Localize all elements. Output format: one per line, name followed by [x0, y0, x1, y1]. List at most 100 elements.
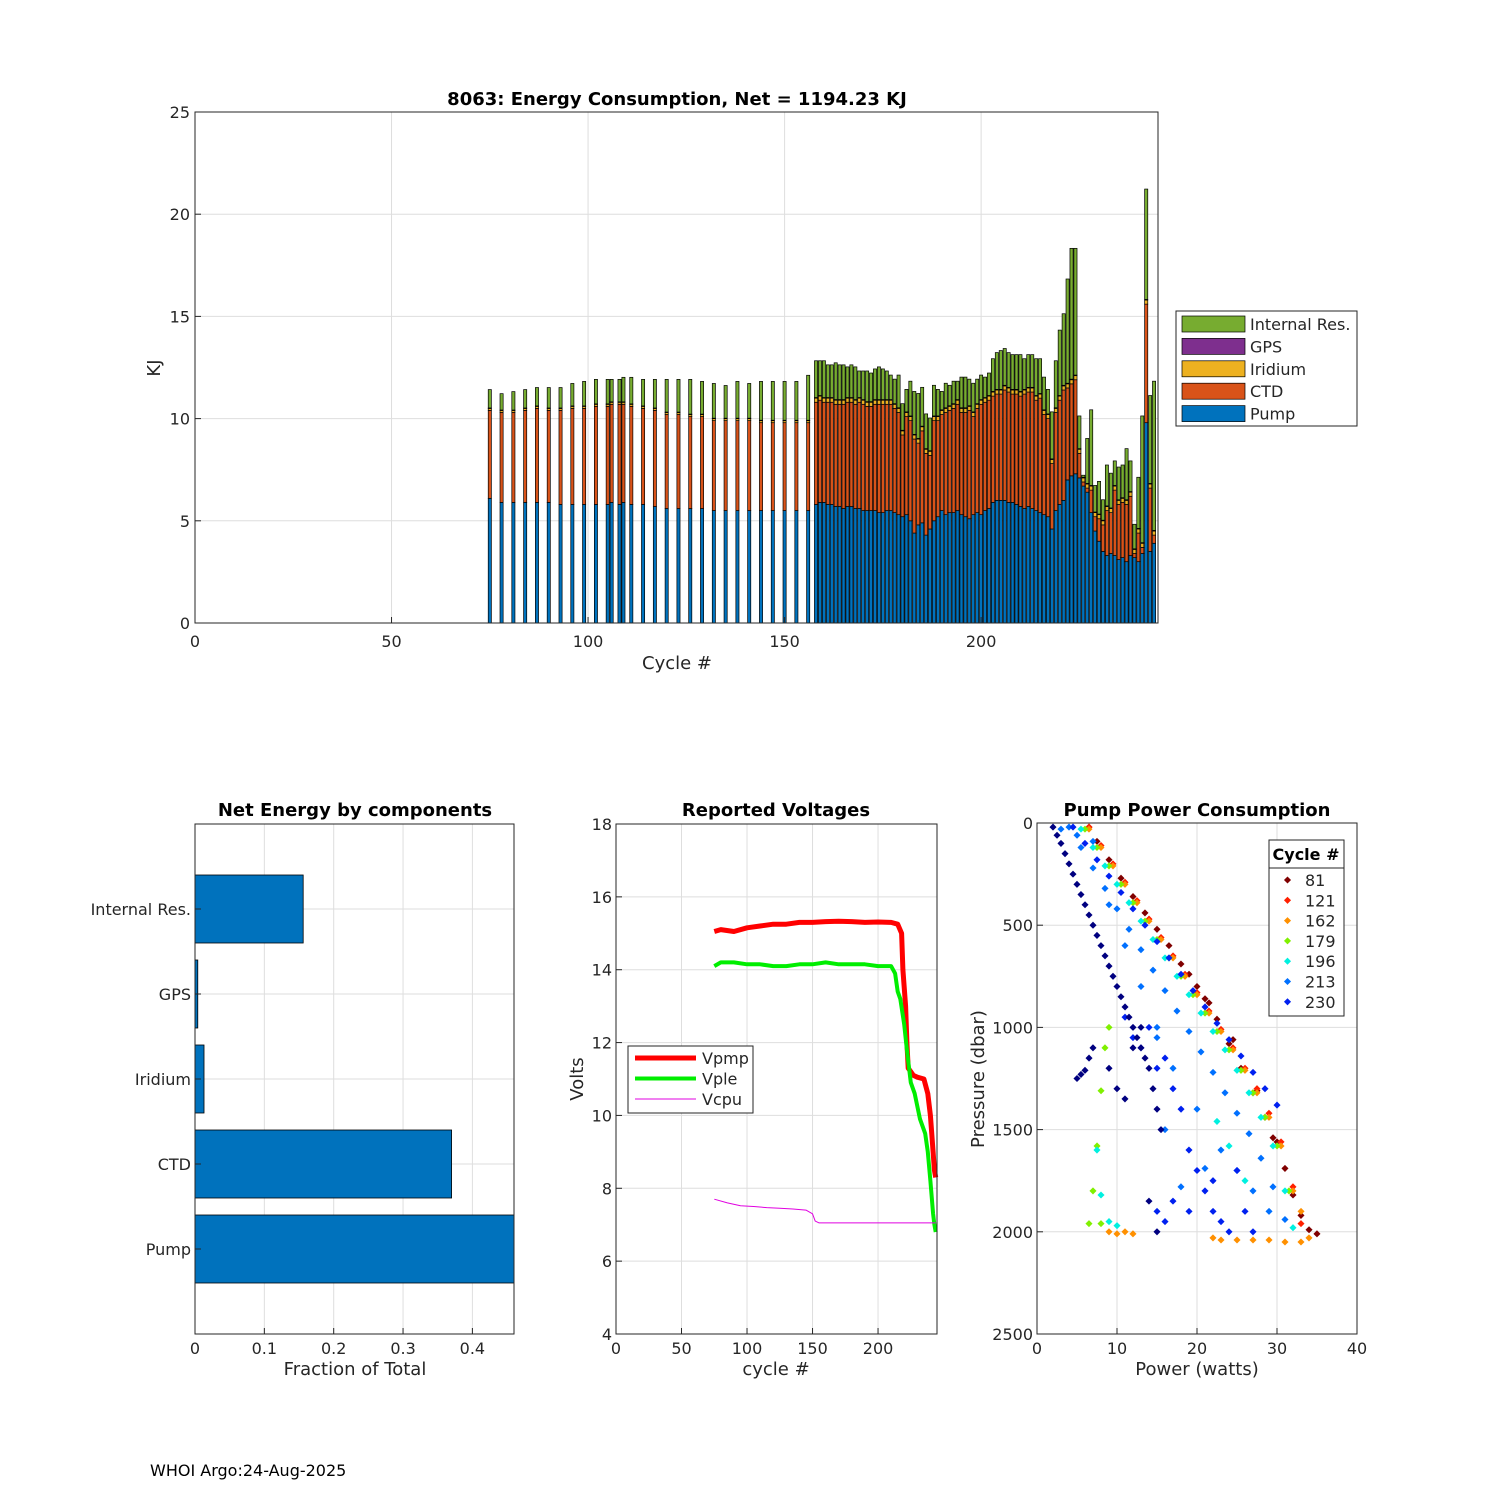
- pump-x-tick-label: 10: [1107, 1339, 1127, 1358]
- energy-bar: [1014, 354, 1019, 390]
- energy-bar: [837, 403, 842, 507]
- pump-point: [1289, 1183, 1297, 1191]
- energy-bar: [884, 510, 889, 624]
- energy-bar: [511, 391, 516, 411]
- energy-legend-label: Iridium: [1250, 360, 1306, 379]
- pump-point: [1105, 962, 1113, 970]
- energy-bar: [1085, 491, 1090, 624]
- energy-bar: [912, 438, 917, 534]
- energy-bar: [1038, 358, 1043, 394]
- pump-point: [1101, 884, 1109, 892]
- components-chart-title: Net Energy by components: [218, 800, 492, 821]
- energy-bar: [924, 413, 929, 449]
- pump-point: [1125, 1013, 1133, 1021]
- energy-bar: [1077, 448, 1082, 454]
- pump-legend-label: 230: [1305, 993, 1336, 1012]
- energy-bar: [621, 502, 626, 624]
- reported-voltages-chart: Reported Voltages cycle # Volts 0 50 100 15…: [567, 800, 939, 1380]
- energy-bar: [990, 391, 995, 397]
- pump-point: [1165, 942, 1173, 950]
- energy-bar: [873, 399, 877, 405]
- energy-bar: [1006, 352, 1011, 388]
- components-category-label: GPS: [159, 985, 191, 1004]
- energy-bar: [676, 508, 681, 624]
- pump-point: [1137, 982, 1145, 991]
- energy-bar: [1093, 485, 1098, 513]
- components-axes-box: [194, 823, 515, 1335]
- energy-bar: [845, 366, 850, 398]
- energy-bar: [990, 502, 995, 624]
- energy-y-tick-label: 0: [180, 614, 190, 633]
- energy-bar: [943, 408, 948, 413]
- pump-point: [1201, 1187, 1209, 1195]
- energy-bar: [664, 508, 669, 624]
- energy-bar: [621, 376, 626, 403]
- voltages-y-tick-label: 18: [592, 815, 612, 834]
- energy-bar: [943, 382, 948, 409]
- pump-point: [1177, 1183, 1185, 1191]
- energy-bar: [1128, 491, 1133, 497]
- pump-point: [1281, 1164, 1289, 1172]
- pump-legend-title: Cycle #: [1273, 845, 1340, 864]
- pump-point: [1261, 1085, 1269, 1093]
- energy-bar: [1006, 502, 1011, 624]
- pump-point: [1269, 1134, 1277, 1142]
- pump-point: [1069, 823, 1077, 831]
- energy-bar: [1144, 299, 1149, 305]
- pump-y-tick-label: 1000: [992, 1018, 1033, 1037]
- energy-bar: [487, 410, 492, 499]
- energy-legend-swatch: [1181, 338, 1246, 355]
- energy-bar: [759, 381, 763, 421]
- energy-bar: [892, 408, 897, 513]
- energy-bar: [916, 442, 921, 526]
- energy-bar: [857, 401, 862, 509]
- energy-bar: [1065, 387, 1070, 481]
- energy-legend: Internal Res. GPS Iridium CTD Pump: [1175, 310, 1358, 427]
- energy-bar: [546, 387, 551, 409]
- energy-bar: [908, 420, 913, 522]
- energy-y-tick-label: 25: [170, 103, 190, 122]
- energy-bar: [1010, 354, 1015, 390]
- pump-point: [1129, 899, 1137, 907]
- pump-point: [1093, 856, 1101, 864]
- energy-bar: [951, 403, 956, 409]
- energy-bar: [943, 412, 948, 516]
- pump-point: [1129, 1230, 1137, 1238]
- energy-bar: [955, 380, 960, 400]
- voltage-line-vpmp: [713, 918, 939, 1178]
- energy-bar: [806, 510, 811, 624]
- pump-point: [1101, 952, 1109, 960]
- pump-point: [1161, 1054, 1169, 1062]
- energy-bar: [747, 383, 752, 419]
- energy-bar: [880, 512, 885, 624]
- energy-bar: [865, 370, 870, 402]
- components-x-tick-label: 0.2: [321, 1339, 346, 1358]
- energy-bar: [994, 352, 999, 390]
- energy-bar: [700, 416, 704, 509]
- energy-bar: [1148, 483, 1153, 489]
- energy-bar: [935, 389, 940, 417]
- energy-bar: [1061, 389, 1066, 501]
- energy-bar: [794, 381, 799, 421]
- energy-bar: [558, 410, 563, 505]
- pump-point: [1093, 931, 1101, 939]
- energy-bar: [873, 510, 877, 624]
- pump-y-tick-label: 2000: [992, 1223, 1033, 1242]
- energy-bar: [700, 381, 704, 415]
- pump-point: [1217, 1236, 1225, 1244]
- energy-bar: [841, 403, 846, 509]
- energy-bar: [833, 403, 838, 507]
- energy-bar: [1057, 504, 1062, 624]
- energy-bar: [1108, 512, 1113, 554]
- net-energy-components-chart: Net Energy by components Fraction of Tot…: [91, 800, 515, 1380]
- energy-bar: [818, 399, 822, 503]
- pump-x-tick-label: 20: [1187, 1339, 1207, 1358]
- energy-bar: [1132, 553, 1137, 558]
- energy-bar: [884, 403, 889, 511]
- energy-bar: [1120, 502, 1125, 558]
- energy-bar: [935, 416, 940, 421]
- energy-bar: [1140, 547, 1145, 554]
- energy-bar: [865, 405, 870, 511]
- energy-bar: [873, 403, 877, 511]
- energy-bar: [1144, 422, 1149, 624]
